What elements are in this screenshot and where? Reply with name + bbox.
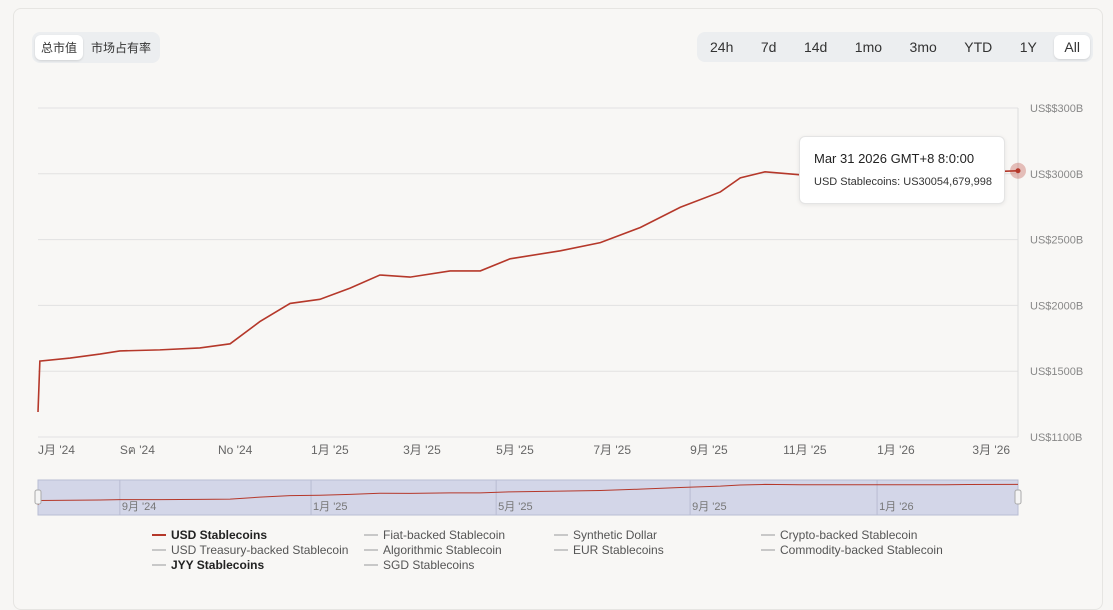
range-tab-3[interactable]: 1mo bbox=[854, 39, 883, 55]
navigator-series-line bbox=[37, 483, 1019, 506]
range-tab-1[interactable]: 7d bbox=[760, 39, 777, 55]
legend-swatch bbox=[761, 549, 775, 551]
x-tick-label: 3月 '25 bbox=[403, 443, 441, 457]
range-tab-4[interactable]: 3mo bbox=[909, 39, 937, 55]
legend-item[interactable]: Commodity-backed Stablecoin bbox=[761, 543, 961, 557]
navigator-right-handle[interactable] bbox=[1014, 489, 1022, 505]
legend-swatch bbox=[364, 549, 378, 551]
navigator-tick-label: 5月 '25 bbox=[498, 501, 533, 513]
tooltip: Mar 31 2026 GMT+8 8:0:00 USD Stablecoins… bbox=[799, 136, 1005, 204]
x-tick-label: No '24 bbox=[218, 443, 253, 457]
navigator-tick-label: 9月 '25 bbox=[692, 501, 727, 513]
legend-label: Fiat-backed Stablecoin bbox=[383, 528, 506, 542]
x-tick-label: J月 '24 bbox=[38, 443, 75, 457]
legend-label: Algorithmic Stablecoin bbox=[383, 543, 502, 557]
y-tick-label: US$3000B bbox=[1030, 169, 1083, 181]
legend-swatch bbox=[364, 564, 378, 566]
navigator-tick-label: 1月 '26 bbox=[879, 501, 914, 513]
usd-stablecoins-line bbox=[37, 169, 1019, 413]
legend-label: USD Treasury-backed Stablecoin bbox=[171, 543, 349, 557]
legend-swatch bbox=[761, 534, 775, 536]
range-tab-5[interactable]: YTD bbox=[964, 39, 993, 55]
legend-item[interactable]: USD Stablecoins bbox=[152, 528, 364, 542]
legend-label: Synthetic Dollar bbox=[573, 528, 658, 542]
y-tick-label: US$$300B bbox=[1030, 103, 1083, 115]
y-tick-label: US$1500B bbox=[1030, 366, 1083, 378]
legend-item[interactable]: Synthetic Dollar bbox=[554, 528, 761, 542]
legend: USD Stablecoins Fiat-backed Stablecoin Syn… bbox=[152, 528, 961, 572]
legend-swatch bbox=[152, 534, 166, 536]
y-tick-label: US$1100B bbox=[1030, 432, 1082, 444]
legend-swatch bbox=[152, 564, 166, 566]
legend-item[interactable]: Algorithmic Stablecoin bbox=[364, 543, 554, 557]
time-range-selector: 24h 7d 14d 1mo 3mo YTD 1Y All bbox=[697, 32, 1093, 62]
hover-point bbox=[1015, 168, 1021, 174]
navigator-left-handle[interactable] bbox=[34, 489, 42, 505]
legend-item[interactable]: Fiat-backed Stablecoin bbox=[364, 528, 554, 542]
legend-label: SGD Stablecoins bbox=[383, 558, 475, 572]
metric-toggle: 总市值 市场占有率 bbox=[32, 32, 161, 63]
x-tick-label: 5月 '25 bbox=[496, 443, 534, 457]
legend-label: Crypto-backed Stablecoin bbox=[780, 528, 918, 542]
legend-item[interactable]: Crypto-backed Stablecoin bbox=[761, 528, 961, 542]
range-tab-2[interactable]: 14d bbox=[803, 39, 828, 55]
legend-swatch bbox=[364, 534, 378, 536]
x-tick-label: Sฅ '24 bbox=[120, 443, 155, 457]
metric-tab-1[interactable]: 市场占有率 bbox=[91, 41, 152, 55]
legend-swatch bbox=[554, 549, 568, 551]
legend-item[interactable]: EUR Stablecoins bbox=[554, 543, 761, 557]
x-tick-label: 3月 '26 bbox=[972, 443, 1010, 457]
x-tick-label: 11月 '25 bbox=[783, 443, 827, 457]
x-tick-label: 9月 '25 bbox=[690, 443, 728, 457]
legend-label: EUR Stablecoins bbox=[573, 543, 664, 557]
legend-label: Commodity-backed Stablecoin bbox=[780, 543, 943, 557]
tooltip-title: Mar 31 2026 GMT+8 8:0:00 bbox=[814, 151, 975, 166]
range-tab-7[interactable]: All bbox=[1054, 35, 1090, 59]
legend-swatch bbox=[554, 534, 568, 536]
legend-item[interactable]: JYY Stablecoins bbox=[152, 558, 364, 572]
x-tick-label: 1月 '26 bbox=[877, 443, 915, 457]
metric-tab-0[interactable]: 总市值 bbox=[35, 35, 84, 60]
legend-label: JYY Stablecoins bbox=[171, 558, 265, 572]
y-tick-label: US$2000B bbox=[1030, 300, 1083, 312]
legend-swatch bbox=[152, 549, 166, 551]
legend-item[interactable]: USD Treasury-backed Stablecoin bbox=[152, 543, 364, 557]
range-tab-0[interactable]: 24h bbox=[710, 39, 734, 55]
tooltip-value: USD Stablecoins: US30054,679,998 bbox=[814, 176, 992, 188]
navigator-tick-label: 1月 '25 bbox=[313, 501, 348, 513]
x-tick-label: 7月 '25 bbox=[593, 443, 631, 457]
legend-item[interactable]: SGD Stablecoins bbox=[364, 558, 554, 572]
x-tick-label: 1月 '25 bbox=[311, 443, 349, 457]
y-tick-label: US$2500B bbox=[1030, 235, 1083, 247]
legend-label: USD Stablecoins bbox=[171, 528, 268, 542]
navigator-tick-label: 9月 '24 bbox=[122, 501, 157, 513]
range-tab-6[interactable]: 1Y bbox=[1019, 39, 1037, 55]
